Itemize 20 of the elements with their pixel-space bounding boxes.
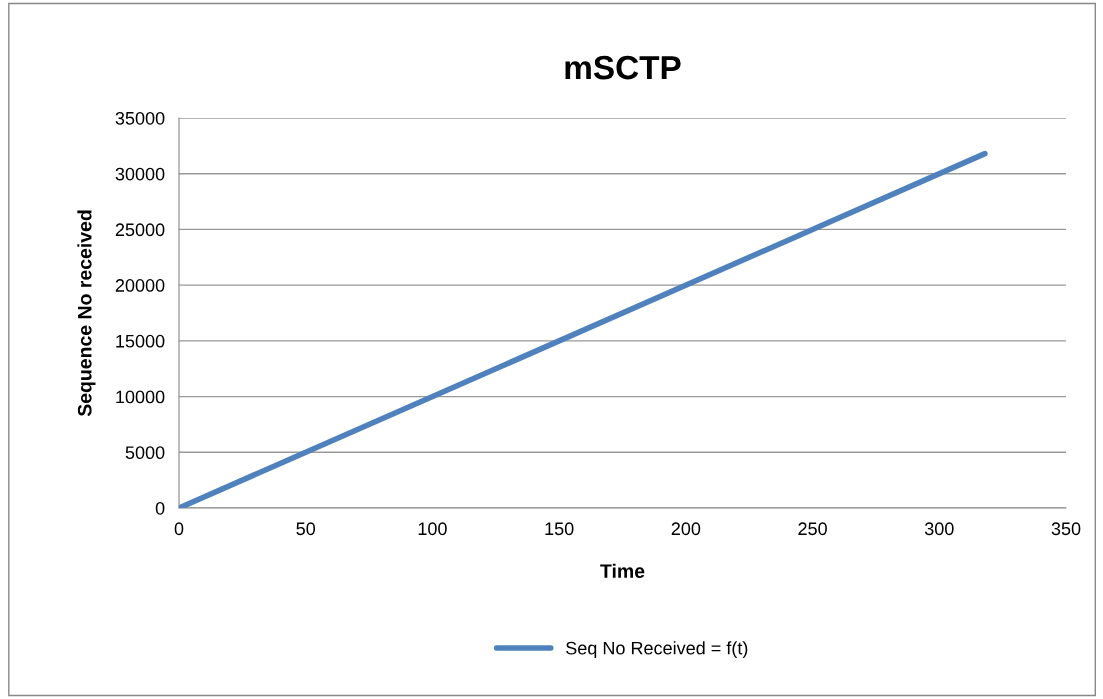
x-tick-label: 350 xyxy=(1051,522,1081,536)
x-tick-label: 0 xyxy=(174,522,184,536)
x-tick-label: 300 xyxy=(924,522,954,536)
y-axis-title: Sequence No received xyxy=(77,210,96,417)
chart-title: mSCTP xyxy=(565,55,681,80)
y-tick-label: 25000 xyxy=(115,223,165,237)
x-tick-label: 200 xyxy=(671,522,701,536)
x-tick-label: 100 xyxy=(418,522,447,536)
x-axis-title: Time xyxy=(600,563,645,578)
x-tick-label: 150 xyxy=(545,522,574,536)
y-tick-label: 15000 xyxy=(116,334,165,348)
legend-label: Seq No Received = f(t) xyxy=(566,641,748,659)
x-tick-label: 250 xyxy=(798,522,827,536)
y-tick-label: 5000 xyxy=(125,446,165,460)
y-tick-label: 10000 xyxy=(116,390,165,404)
y-tick-label: 20000 xyxy=(115,279,165,292)
y-tick-label: 30000 xyxy=(115,167,165,181)
y-tick-label: 35000 xyxy=(115,111,165,125)
y-tick-label: 0 xyxy=(155,501,165,515)
x-tick-label: 50 xyxy=(296,522,316,536)
